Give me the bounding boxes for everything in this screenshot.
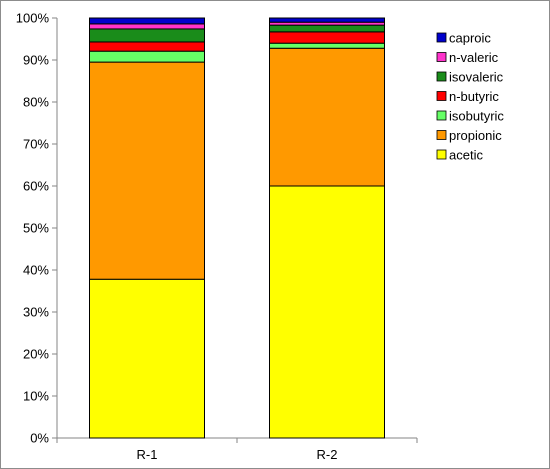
y-tick-label: 70% <box>23 137 49 152</box>
bar-segment-isobutyric-R-2 <box>269 42 385 49</box>
bar-segment-isobutyric-R-1 <box>89 50 205 63</box>
y-tick-label: 90% <box>23 53 49 68</box>
bar-segment-n-butyric-R-1 <box>89 41 205 52</box>
y-tick-label: 20% <box>23 347 49 362</box>
bar-segment-caproic-R-2 <box>269 17 385 23</box>
y-tick-label: 60% <box>23 179 49 194</box>
legend-swatch-caproic <box>436 32 447 43</box>
y-tick-label: 0% <box>30 431 49 446</box>
legend-label-propionic: propionic <box>449 128 502 143</box>
y-tick-label: 40% <box>23 263 49 278</box>
legend-label-caproic: caproic <box>449 31 491 46</box>
y-tick-label: 100% <box>16 11 50 26</box>
y-tick-label: 10% <box>23 389 49 404</box>
y-tick-label: 30% <box>23 305 49 320</box>
y-tick-label: 50% <box>23 221 49 236</box>
legend-swatch-propionic <box>436 130 447 140</box>
legend-label-n-valeric: n-valeric <box>449 50 499 65</box>
x-tick-label: R-1 <box>137 447 158 462</box>
x-axis-ticks: R-1 R-2 <box>56 438 418 462</box>
legend-swatch-n-butyric <box>436 91 447 101</box>
legend-label-isobutyric: isobutyric <box>449 109 504 124</box>
bars <box>89 17 385 439</box>
x-tick-label: R-2 <box>317 447 338 462</box>
legend: caproic n-valeric isovaleric n-butyric isobu… <box>436 31 504 163</box>
legend-label-n-butyric: n-butyric <box>449 89 499 104</box>
legend-swatch-acetic <box>436 149 447 160</box>
bar-segment-isovaleric-R-2 <box>269 24 385 33</box>
legend-label-acetic: acetic <box>449 148 483 163</box>
bar-segment-acetic-R-1 <box>89 278 205 439</box>
legend-swatch-isobutyric <box>436 110 447 121</box>
bar-segment-n-butyric-R-2 <box>269 31 385 44</box>
legend-swatch-n-valeric <box>436 52 447 62</box>
y-axis-ticks: 0% 10% 20% 30% 40% 50% 60% 70% 80% 90% 100% <box>16 11 57 446</box>
bar-segment-acetic-R-2 <box>269 185 385 439</box>
bar-segment-caproic-R-1 <box>89 17 205 25</box>
bar-segment-isovaleric-R-1 <box>89 28 205 43</box>
bar-segment-propionic-R-1 <box>89 61 205 280</box>
bar-segment-n-valeric-R-1 <box>89 23 205 30</box>
legend-label-isovaleric: isovaleric <box>449 70 504 85</box>
y-tick-label: 80% <box>23 95 49 110</box>
bar-segment-propionic-R-2 <box>269 47 385 187</box>
legend-swatch-isovaleric <box>436 71 447 82</box>
